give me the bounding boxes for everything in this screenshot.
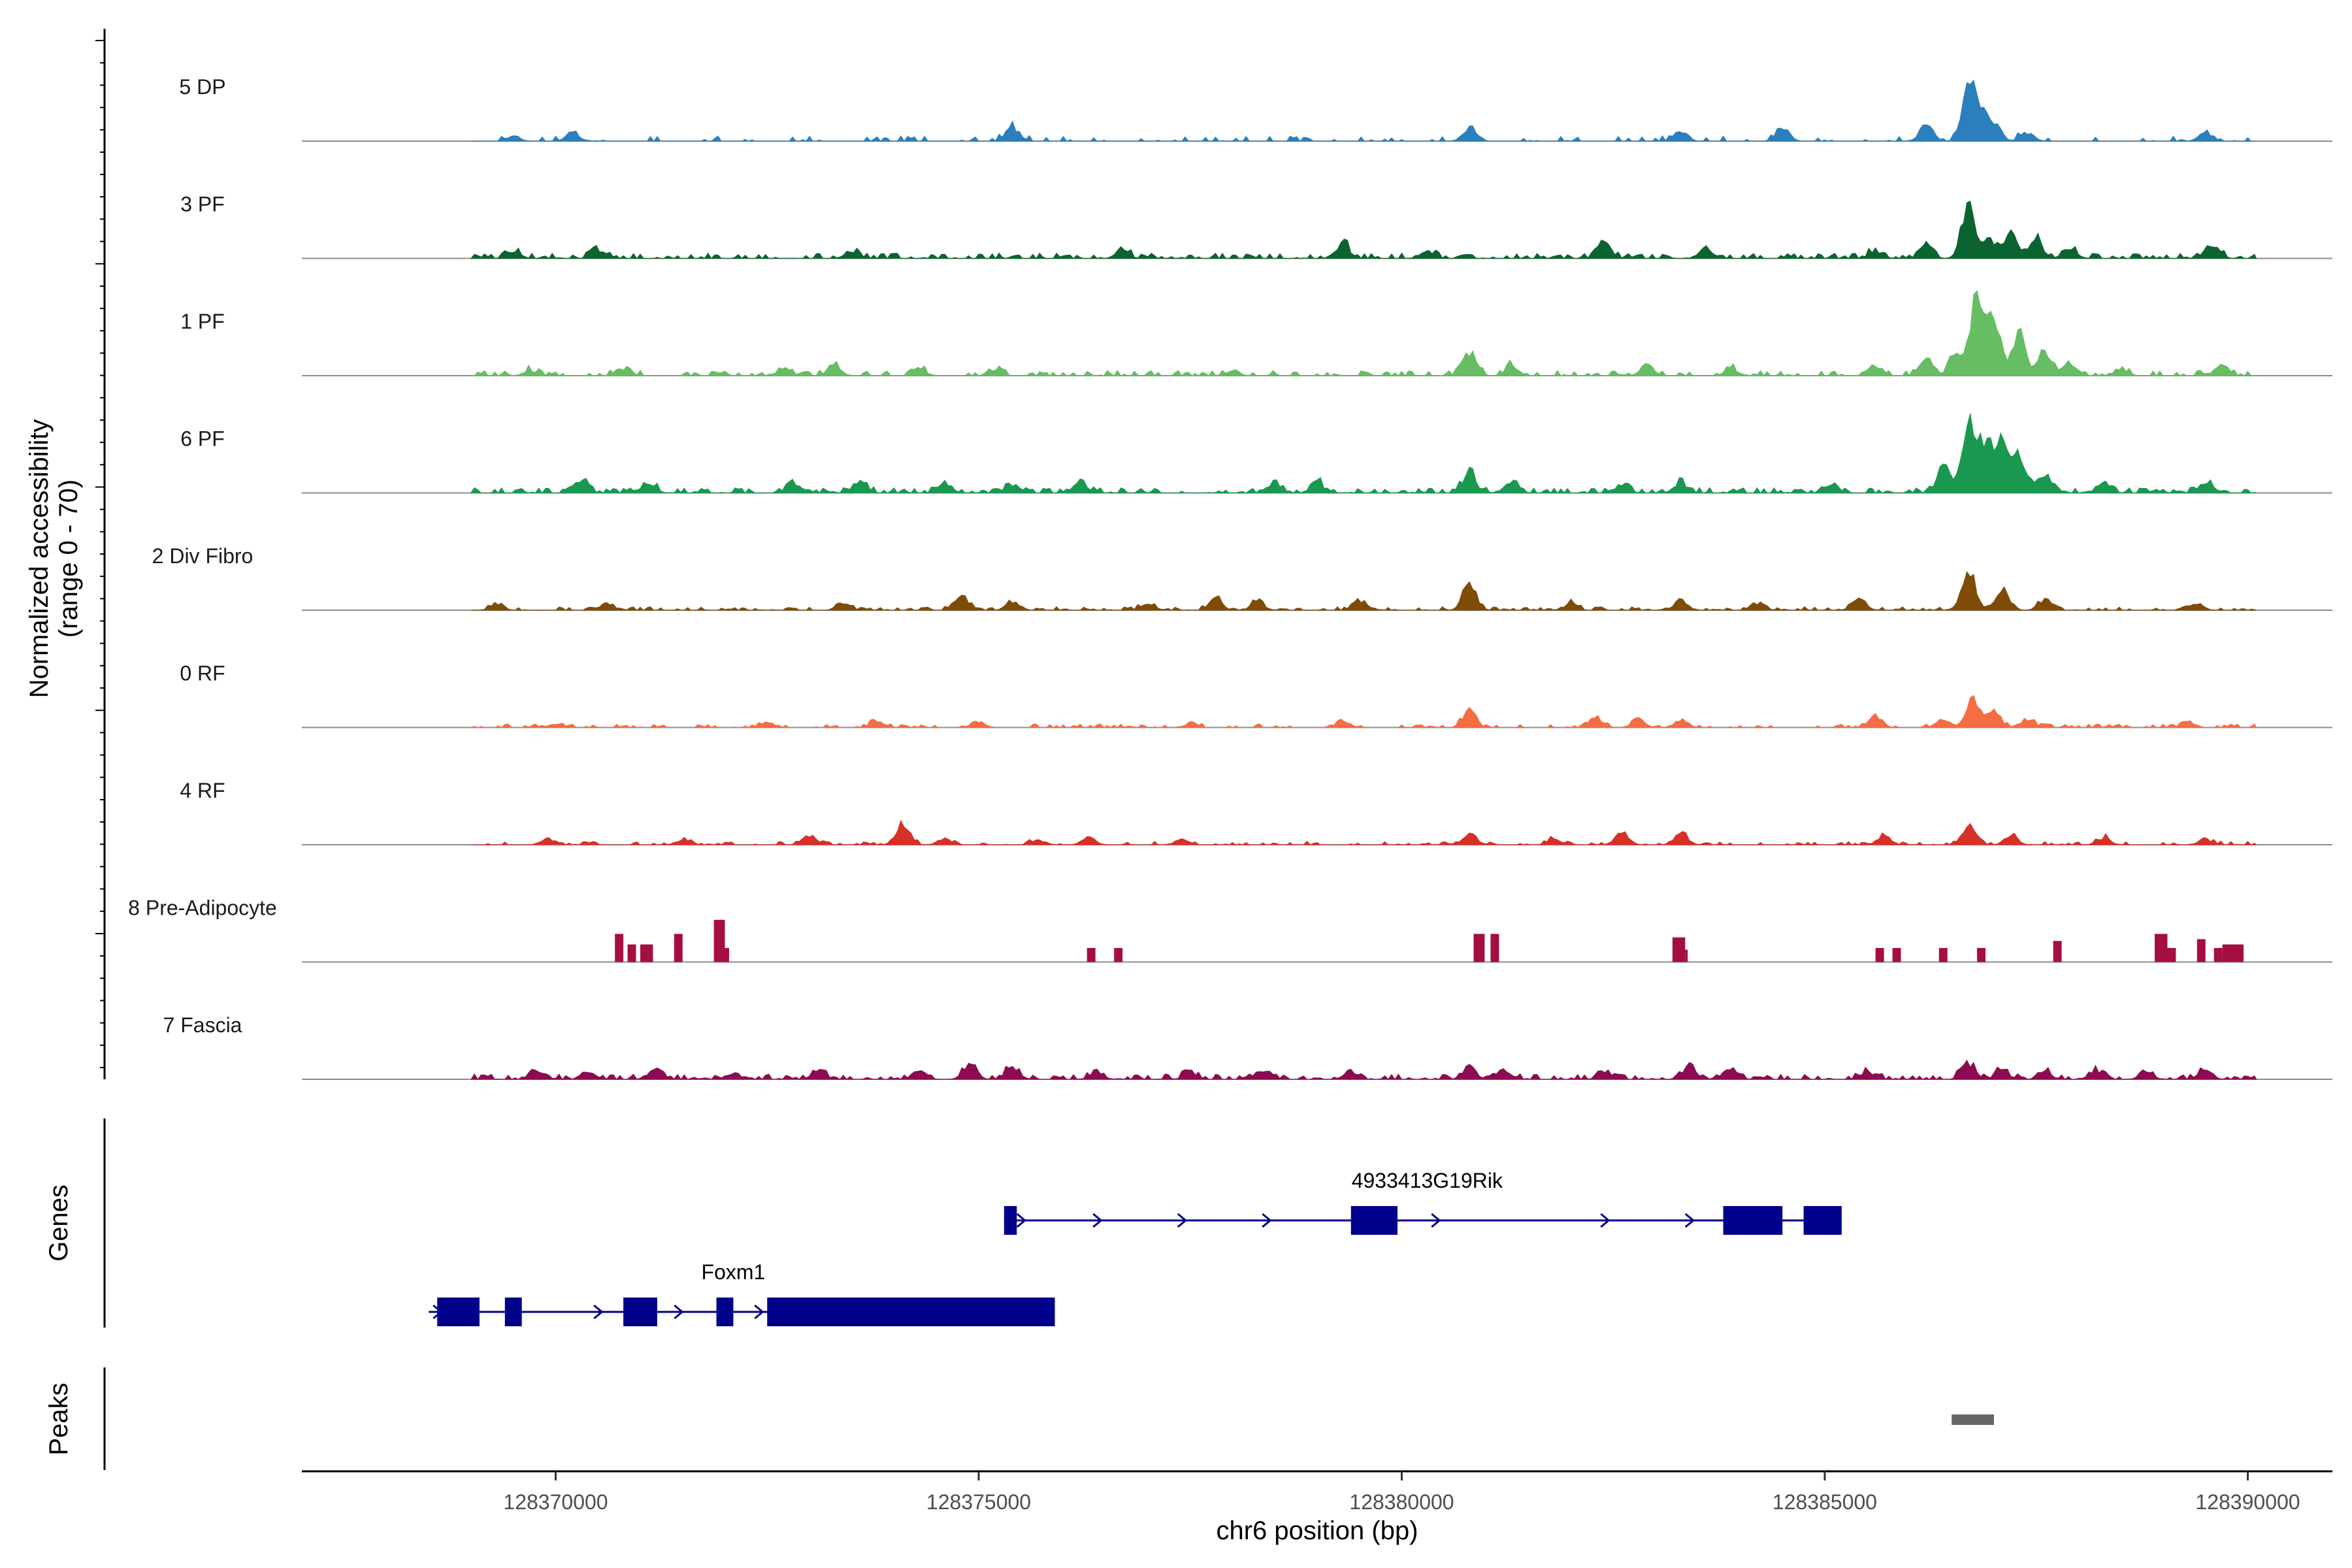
coverage-block	[2213, 947, 2223, 962]
gene-strand-arrow	[1600, 1213, 1610, 1228]
gene-exon	[1350, 1206, 1398, 1235]
gene-annotations: 4933413G19Rik Foxm1	[429, 1169, 1842, 1326]
peak-regions	[1952, 1414, 1994, 1425]
coverage-track: 0 RF	[180, 662, 2332, 728]
gene-exon	[437, 1298, 480, 1326]
x-tick-label: 128380000	[1349, 1490, 1454, 1514]
gene-strand-arrow	[1431, 1213, 1441, 1228]
x-tick-label: 128375000	[926, 1490, 1031, 1514]
coverage-block	[1685, 949, 1688, 962]
coverage-block	[1086, 947, 1096, 962]
coverage-block	[1977, 947, 1986, 962]
gene-strand-arrow	[593, 1304, 604, 1320]
track-label: 3 PF	[180, 193, 225, 216]
coverage-track: 1 PF	[180, 289, 2332, 376]
coverage-area	[470, 694, 2257, 728]
coverage-block	[674, 934, 683, 962]
coverage-area	[471, 819, 2257, 845]
coverage-block	[1114, 947, 1123, 962]
gene-label: Foxm1	[702, 1260, 766, 1284]
x-axis-title: chr6 position (bp)	[1216, 1516, 1418, 1545]
coverage-y-axis	[95, 29, 106, 1079]
coverage-area	[470, 413, 2257, 494]
coverage-y-label-line1: Normalized accessibility	[25, 419, 54, 698]
gene-exon	[623, 1298, 657, 1326]
coverage-block	[713, 919, 725, 962]
coverage-y-label-line2: (range 0 - 70)	[54, 480, 83, 638]
track-label: 7 Fascia	[163, 1013, 242, 1037]
x-tick-label: 128385000	[1772, 1490, 1877, 1514]
coverage-block	[2167, 947, 2176, 962]
coverage-block	[615, 934, 624, 962]
gene-exon	[1004, 1206, 1017, 1235]
gene-exon	[1723, 1206, 1783, 1235]
track-label: 8 Pre-Adipocyte	[128, 896, 277, 920]
track-label: 0 RF	[180, 662, 225, 685]
track-label: 5 DP	[179, 75, 225, 99]
coverage-track: 6 PF	[180, 413, 2332, 494]
coverage-tracks: 5 DP 3 PF 1 PF 6 PF 2 Div Fibro 0 RF 4 RF 8 Pre…	[128, 75, 2332, 1080]
coverage-block	[1875, 947, 1884, 962]
gene-strand-arrow	[674, 1304, 684, 1320]
peaks-y-label: Peaks	[44, 1382, 73, 1455]
gene-strand-arrow	[1092, 1213, 1103, 1228]
coverage-block	[640, 944, 653, 962]
coverage-block	[725, 947, 729, 962]
coverage-block	[1892, 947, 1901, 962]
track-label: 1 PF	[180, 310, 225, 333]
gene-strand-arrow	[1016, 1213, 1027, 1228]
x-axis-ticks: 128370000 128375000 128380000 128385000 1283…	[503, 1471, 2300, 1514]
x-tick-label: 128390000	[2195, 1490, 2300, 1514]
coverage-area	[471, 79, 2257, 142]
genes-y-label: Genes	[44, 1184, 73, 1262]
coverage-area	[471, 289, 2257, 376]
coverage-track: 5 DP	[179, 75, 2332, 142]
gene-exon	[504, 1298, 522, 1326]
coverage-track: 4 RF	[180, 779, 2332, 845]
gene-model: 4933413G19Rik	[1004, 1169, 1842, 1235]
coverage-track: 7 Fascia	[163, 1013, 2332, 1080]
gene-model: Foxm1	[429, 1260, 1055, 1326]
coverage-area	[470, 571, 2257, 611]
gene-strand-arrow	[754, 1304, 764, 1320]
coverage-track: 8 Pre-Adipocyte	[128, 896, 2332, 963]
track-label: 4 RF	[180, 779, 225, 802]
gene-strand-arrow	[1262, 1213, 1272, 1228]
x-tick-label: 128370000	[503, 1490, 608, 1514]
coverage-block	[2222, 944, 2244, 962]
coverage-block	[1938, 947, 1948, 962]
gene-exon	[1803, 1206, 1842, 1235]
coverage-block	[1490, 934, 1499, 962]
gene-exon	[767, 1298, 1055, 1326]
gene-strand-arrow	[1684, 1213, 1695, 1228]
coverage-block	[1672, 937, 1686, 962]
coverage-block	[2053, 941, 2062, 962]
coverage-track: 2 Div Fibro	[152, 544, 2332, 611]
track-label: 2 Div Fibro	[152, 544, 253, 568]
coverage-block	[2155, 934, 2168, 962]
gene-strand-arrow	[1177, 1213, 1188, 1228]
coverage-area	[470, 200, 2257, 259]
coverage-area	[470, 1059, 2257, 1080]
coverage-block	[627, 944, 636, 962]
coverage-track: 3 PF	[180, 193, 2332, 259]
peak-region	[1952, 1414, 1994, 1425]
gene-exon	[716, 1298, 734, 1326]
track-label: 6 PF	[180, 427, 225, 451]
coverage-block	[2197, 939, 2206, 962]
coverage-block	[1473, 934, 1485, 962]
gene-label: 4933413G19Rik	[1352, 1169, 1503, 1192]
